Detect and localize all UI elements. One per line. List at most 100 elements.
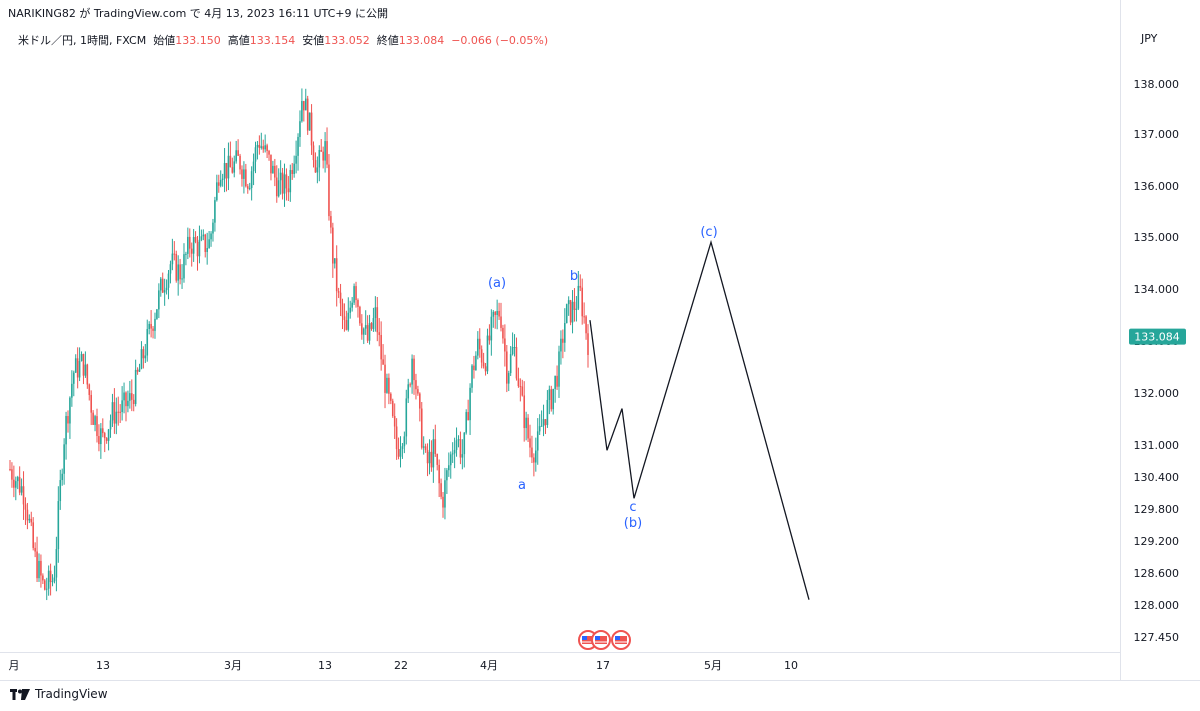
candle-body bbox=[511, 347, 514, 355]
candle-body bbox=[152, 328, 154, 331]
candle-body bbox=[382, 359, 384, 365]
candle-body bbox=[496, 310, 498, 315]
candle-body bbox=[260, 146, 263, 148]
us-event-marker-icon[interactable] bbox=[591, 630, 611, 650]
candle-body bbox=[92, 412, 94, 425]
candle-body bbox=[440, 483, 442, 497]
price-tick-label: 138.000 bbox=[1134, 78, 1180, 91]
candle-body bbox=[78, 360, 81, 378]
candle-body bbox=[475, 355, 477, 371]
candle-body bbox=[477, 338, 479, 356]
candle-body bbox=[542, 419, 545, 426]
candle-body bbox=[223, 162, 226, 179]
candle-body bbox=[411, 358, 413, 385]
candle-body bbox=[478, 338, 481, 350]
wave-label-layer: (a) a b c(b) (c) bbox=[488, 225, 718, 531]
candle-body bbox=[308, 112, 311, 131]
candle-body bbox=[69, 397, 71, 424]
candle-body bbox=[291, 170, 294, 174]
candle-body bbox=[341, 303, 344, 317]
candle-body bbox=[538, 426, 541, 432]
candle-body bbox=[252, 161, 255, 172]
candle-body bbox=[34, 547, 36, 552]
us-event-marker-icon[interactable] bbox=[611, 630, 631, 650]
price-tick-label: 129.200 bbox=[1134, 535, 1180, 548]
candle-body bbox=[9, 469, 11, 470]
candle-body bbox=[579, 285, 582, 288]
candle-body bbox=[517, 378, 520, 387]
time-tick-label: 月 bbox=[9, 659, 20, 672]
candle-body bbox=[233, 161, 236, 173]
candle-body bbox=[246, 186, 249, 189]
candle-body bbox=[140, 349, 143, 369]
price-tick-label: 128.000 bbox=[1134, 599, 1180, 612]
last-price-label: 133.084 bbox=[1134, 331, 1180, 344]
candle-body bbox=[26, 509, 29, 521]
low-label: 安値 bbox=[302, 34, 325, 47]
candle-body bbox=[125, 392, 127, 407]
candle-body bbox=[422, 446, 425, 448]
price-tick-label: 132.000 bbox=[1134, 387, 1180, 400]
candle-body bbox=[187, 236, 189, 254]
candle-body bbox=[533, 457, 535, 463]
candle-body bbox=[84, 364, 87, 376]
candle-body bbox=[370, 323, 373, 329]
candle-body bbox=[506, 351, 508, 384]
time-tick-label: 13 bbox=[318, 659, 332, 672]
candle-body bbox=[268, 150, 270, 155]
candle-body bbox=[436, 453, 439, 465]
wave-label: (a) bbox=[488, 276, 506, 291]
candle-body bbox=[432, 439, 435, 468]
candle-body bbox=[161, 278, 164, 293]
candle-body bbox=[355, 286, 357, 301]
open-value: 133.150 bbox=[175, 34, 221, 47]
candle-body bbox=[94, 416, 96, 425]
candle-body bbox=[575, 308, 578, 310]
candle-body bbox=[299, 121, 301, 137]
price-tick-label: 137.000 bbox=[1134, 128, 1180, 141]
candle-body bbox=[482, 362, 485, 367]
candle-body bbox=[585, 316, 587, 334]
candle-body bbox=[142, 349, 145, 359]
candle-body bbox=[337, 291, 340, 293]
candle-body bbox=[324, 141, 326, 161]
candle-body bbox=[564, 323, 566, 343]
candle-body bbox=[156, 309, 158, 319]
candle-body bbox=[353, 286, 355, 303]
projection-path bbox=[589, 239, 810, 600]
candle-body bbox=[451, 453, 454, 455]
candle-body bbox=[53, 577, 56, 582]
candle-body bbox=[221, 178, 224, 181]
candle-body bbox=[318, 149, 321, 168]
open-label: 始値 bbox=[153, 34, 176, 47]
candle-body bbox=[347, 312, 350, 330]
candle-body bbox=[333, 258, 336, 264]
candle-body bbox=[513, 347, 516, 349]
candle-body bbox=[239, 155, 241, 170]
candle-body bbox=[272, 165, 274, 174]
candle-body bbox=[136, 369, 139, 372]
candle-body bbox=[391, 400, 394, 417]
candle-body bbox=[480, 349, 483, 363]
candle-body bbox=[339, 292, 342, 304]
candle-body bbox=[61, 473, 63, 481]
price-tick-label: 129.800 bbox=[1134, 503, 1180, 516]
candle-body bbox=[507, 373, 510, 384]
candle-body bbox=[38, 560, 40, 579]
candle-body bbox=[103, 433, 106, 439]
candle-body bbox=[169, 264, 172, 274]
candle-body bbox=[262, 146, 265, 150]
candle-body bbox=[395, 426, 398, 450]
candle-body bbox=[88, 384, 91, 395]
candle-body bbox=[573, 301, 576, 310]
candle-body bbox=[202, 234, 205, 237]
candle-body bbox=[28, 518, 31, 521]
candle-body bbox=[362, 328, 365, 335]
candle-body bbox=[63, 444, 65, 474]
candle-body bbox=[310, 112, 313, 146]
candle-body bbox=[283, 174, 286, 194]
candle-body bbox=[536, 431, 539, 451]
candle-body bbox=[301, 101, 303, 122]
candle-body bbox=[455, 440, 458, 450]
